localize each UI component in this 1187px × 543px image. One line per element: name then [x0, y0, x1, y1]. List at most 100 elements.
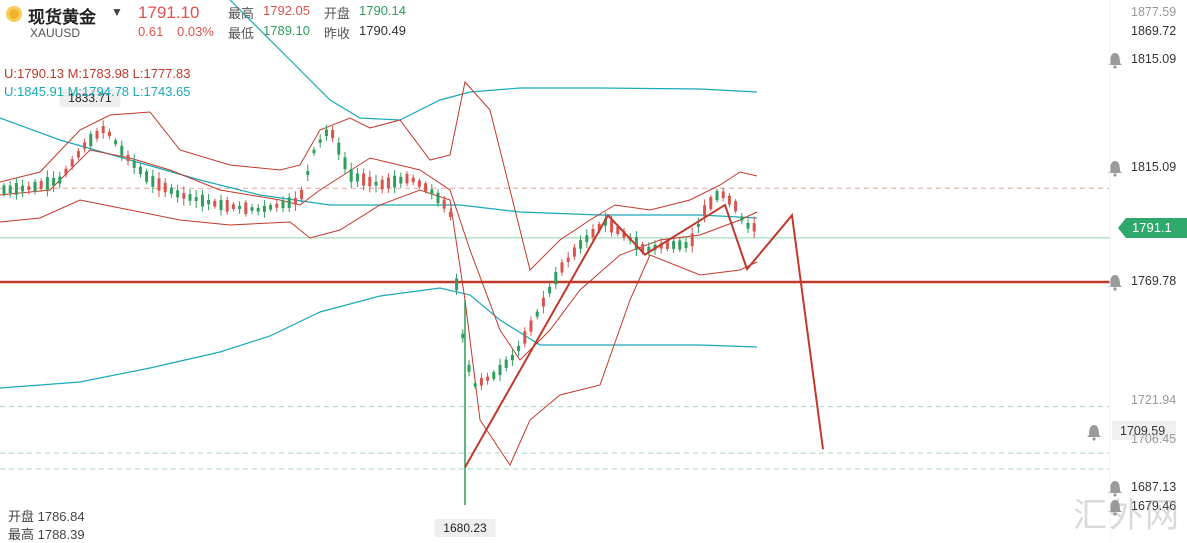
candle-body [331, 129, 335, 139]
candle-body [523, 331, 527, 344]
candle-body [665, 241, 669, 249]
candle-body [492, 372, 496, 380]
low-value: 1789.10 [263, 23, 310, 38]
candle-body [641, 243, 645, 253]
candle-body [238, 205, 242, 210]
candle-body [287, 197, 291, 208]
candle-body [194, 197, 198, 201]
candle-body [83, 142, 87, 149]
y-tick-label: 1721.94 [1131, 393, 1176, 407]
alert-bell-clapper [1113, 493, 1117, 497]
current-price: 1791.10 [138, 3, 200, 22]
y-tick-label: 1687.13 [1131, 480, 1176, 494]
candle-body [374, 181, 378, 186]
chevron-down-icon[interactable]: ▼ [111, 5, 123, 19]
forecast-zigzag-line [464, 203, 824, 468]
candle-body [107, 131, 111, 137]
candle-body [696, 223, 700, 227]
candle-body [529, 320, 533, 332]
y-tick-label: 1815.09 [1131, 160, 1176, 174]
candle-body [486, 376, 490, 381]
candle-body [715, 191, 719, 201]
current-price-tag: 1791.1 [1118, 218, 1187, 238]
candle-body [262, 205, 266, 212]
y-tick-label: 1709.59 [1120, 424, 1165, 438]
bollinger-small-legend: U:1790.13 M:1783.98 L:1777.83 [4, 66, 191, 81]
price-change: 0.61 [138, 24, 164, 39]
alert-bell-clapper [1113, 173, 1117, 177]
candle-body [2, 185, 6, 195]
candle-body [151, 176, 155, 187]
candle-body [417, 180, 421, 187]
candle-body [752, 223, 756, 232]
alert-bell-icon[interactable] [1108, 500, 1122, 512]
low-marker-label: 1680.23 [443, 521, 487, 535]
candle-body [324, 129, 328, 137]
candle-body [572, 247, 576, 257]
candle-body [89, 133, 93, 147]
y-tick-label: 1815.09 [1131, 52, 1176, 66]
candle-body [219, 200, 223, 211]
high-marker-label: 1833.71 [68, 91, 112, 105]
candle-body [176, 190, 180, 198]
high-marker-label-bg [59, 89, 121, 107]
alert-bell-icon[interactable] [1108, 161, 1122, 173]
watermark: 汇外网 [1073, 496, 1181, 536]
candle-body [114, 140, 118, 145]
candle-body [554, 272, 558, 285]
candle-body [337, 142, 341, 155]
candle-body [281, 200, 285, 209]
candle-body [95, 130, 99, 139]
low-marker-label-bg [434, 519, 496, 537]
alert-bell-icon[interactable] [1108, 53, 1122, 65]
candle-body [709, 196, 713, 210]
candle-body [461, 333, 465, 339]
candle-body [39, 181, 43, 189]
candle-body [585, 235, 589, 243]
y-tick-label: 1679.46 [1131, 499, 1176, 513]
open-value: 1790.14 [359, 3, 406, 18]
candle-body [473, 383, 477, 387]
candle-body [411, 177, 415, 183]
candle-body [734, 201, 738, 212]
y-tick-label: 1877.59 [1131, 5, 1176, 19]
candle-body [362, 173, 366, 186]
prev-close-label: 昨收 [324, 26, 351, 41]
candle-body [703, 205, 707, 217]
candle-body [132, 160, 136, 168]
candle-body [21, 185, 25, 192]
candle-body [647, 246, 651, 252]
candle-body [355, 173, 359, 182]
candle-body [517, 345, 521, 352]
candle-body [157, 178, 161, 191]
candle-body [566, 257, 570, 262]
candle-body [591, 228, 595, 238]
candle-body [256, 207, 260, 212]
candle-body [45, 177, 49, 190]
gold-logo-icon [6, 6, 22, 22]
candle-body [64, 168, 68, 175]
candle-body [541, 297, 545, 307]
candle-body [424, 183, 428, 192]
instrument-name[interactable]: 现货黄金 [28, 8, 96, 27]
candle-body [138, 166, 142, 175]
candle-body [275, 203, 279, 208]
candle-body [690, 233, 694, 247]
candle-body [740, 216, 744, 221]
y-tick-label: 1869.72 [1131, 24, 1176, 38]
candle-body [312, 149, 316, 154]
alert-bell-icon[interactable] [1108, 275, 1122, 287]
alert-bell-icon[interactable] [1087, 425, 1101, 437]
candle-body [442, 199, 446, 209]
candle-body [76, 151, 80, 158]
candle-body [200, 194, 204, 207]
candle-body [622, 231, 626, 238]
bollinger-small-lower [0, 189, 758, 467]
alert-bell-icon[interactable] [1108, 481, 1122, 493]
alert-bell-clapper [1113, 287, 1117, 291]
candle-body [213, 200, 217, 207]
candle-body [603, 218, 607, 226]
price-change-pct: 0.03% [177, 24, 214, 39]
candle-body [498, 364, 502, 376]
